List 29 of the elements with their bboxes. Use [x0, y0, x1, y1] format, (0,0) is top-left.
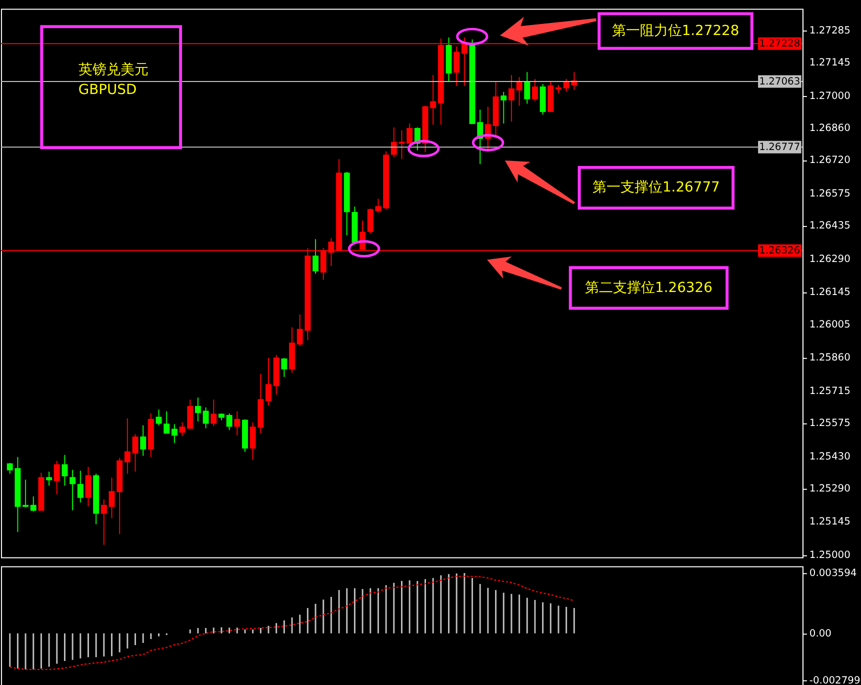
y-tick-label: 1.26290 — [809, 254, 850, 265]
y-tick-label: 1.25000 — [809, 550, 850, 561]
y-tick-label: 0.00 — [809, 628, 832, 640]
y-tick-label: 1.25290 — [809, 483, 850, 494]
y-tick-label: 1.25430 — [809, 451, 850, 462]
y-tick-label: 1.25575 — [809, 418, 850, 429]
annotation: 第二支撑位1.26326 — [585, 280, 712, 296]
ref-line-label: 1.27063 — [759, 76, 800, 88]
y-tick-label: 1.26860 — [809, 123, 850, 134]
y-tick-label: 1.26005 — [809, 319, 850, 330]
annotation: 第一阻力位1.27228 — [612, 23, 740, 40]
y-tick-label: 1.26720 — [809, 155, 850, 166]
ref-line-label: 1.26777 — [759, 142, 800, 154]
text: 英镑兑美元 — [78, 62, 148, 78]
y-tick-label: 1.25860 — [809, 352, 850, 364]
y-tick-label: 1.27285 — [809, 26, 850, 37]
y-tick-label: 1.25715 — [809, 386, 850, 397]
ref-line-label: 1.26326 — [759, 246, 800, 257]
y-tick-label: 1.26145 — [809, 287, 850, 298]
y-tick-label: 1.27000 — [809, 90, 850, 102]
y-tick-label: 1.27145 — [809, 58, 850, 69]
y-tick-label: 1.26575 — [809, 188, 850, 200]
y-tick-label: 1.26435 — [809, 220, 850, 232]
y-tick-label: -0.002799 — [809, 675, 860, 685]
annotation: 第一支撑位1.26777 — [592, 180, 720, 196]
y-tick-label: 0.003594 — [809, 568, 857, 579]
text: GBPUSD — [78, 82, 137, 98]
y-tick-label: 1.25145 — [809, 516, 850, 528]
ref-line-label: 1.27228 — [759, 38, 800, 50]
